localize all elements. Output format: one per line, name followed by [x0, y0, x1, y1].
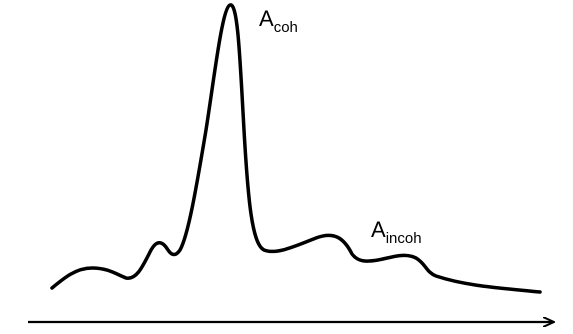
label-incoherent: Aincoh [371, 217, 422, 247]
label-incoherent-sub: incoh [386, 230, 422, 247]
label-coherent-main: A [259, 6, 274, 31]
spectrum-curve [50, 3, 542, 294]
label-coherent: Acoh [259, 6, 298, 36]
label-coherent-sub: coh [274, 19, 298, 36]
label-incoherent-main: A [371, 217, 386, 242]
